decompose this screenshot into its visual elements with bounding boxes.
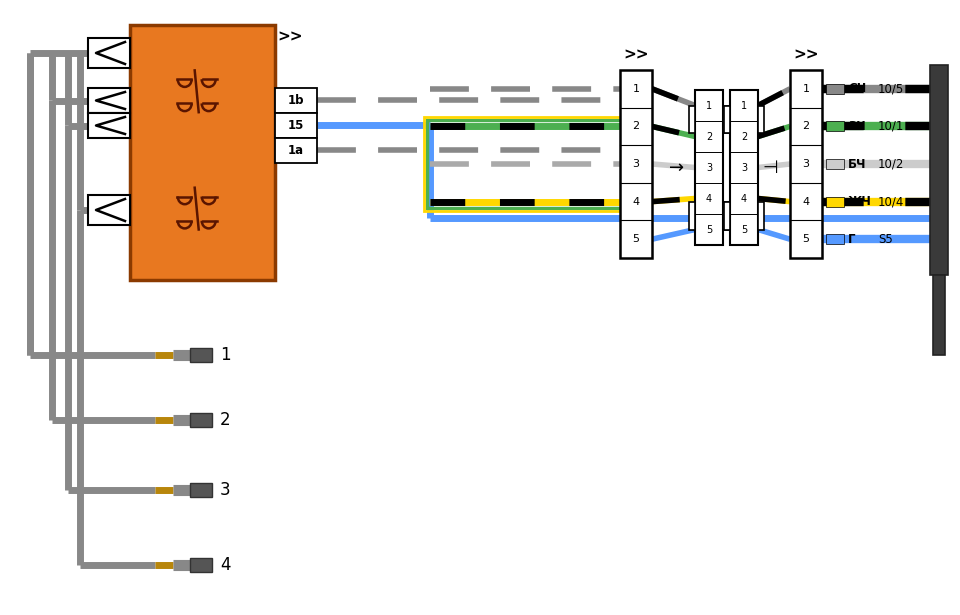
- Bar: [826, 84, 844, 94]
- Text: 4: 4: [741, 194, 747, 204]
- Bar: [730, 90, 758, 245]
- Text: 4: 4: [220, 556, 230, 574]
- Text: 1a: 1a: [288, 144, 304, 157]
- Text: 1: 1: [803, 84, 809, 94]
- Text: ЗЧ: ЗЧ: [848, 120, 866, 133]
- Bar: [88, 113, 130, 138]
- Text: 5: 5: [633, 234, 639, 244]
- Text: 2: 2: [220, 411, 230, 429]
- Bar: [88, 195, 130, 225]
- Text: >>: >>: [277, 30, 302, 44]
- Bar: [88, 88, 130, 113]
- Bar: [130, 25, 275, 280]
- Text: >>: >>: [623, 47, 649, 63]
- Text: 1: 1: [706, 100, 712, 111]
- Text: 10/1: 10/1: [878, 120, 904, 133]
- Text: 5: 5: [706, 224, 712, 234]
- Bar: [689, 202, 695, 229]
- Text: 2: 2: [633, 121, 639, 132]
- Text: 15: 15: [288, 119, 304, 132]
- Bar: [424, 117, 626, 210]
- Text: 4: 4: [803, 197, 809, 207]
- Text: 4: 4: [706, 194, 712, 204]
- Bar: [790, 70, 822, 258]
- Text: 10/4: 10/4: [878, 195, 904, 208]
- Text: 2: 2: [706, 132, 712, 141]
- Bar: [190, 348, 212, 362]
- Bar: [275, 113, 317, 138]
- Text: 1: 1: [741, 100, 747, 111]
- Bar: [758, 202, 764, 229]
- Text: 10/5: 10/5: [878, 82, 904, 95]
- Bar: [620, 70, 652, 258]
- Bar: [689, 106, 695, 133]
- Text: 3: 3: [741, 162, 747, 172]
- Bar: [190, 483, 212, 497]
- Bar: [190, 558, 212, 572]
- Text: ЖЧ: ЖЧ: [848, 195, 872, 208]
- Text: 3: 3: [633, 159, 639, 169]
- Text: 2: 2: [803, 121, 809, 132]
- Bar: [88, 38, 130, 68]
- Bar: [723, 202, 729, 229]
- Text: 10/2: 10/2: [878, 157, 904, 170]
- Bar: [695, 90, 723, 245]
- Text: 1: 1: [220, 346, 230, 364]
- Bar: [427, 121, 623, 208]
- Text: 4: 4: [633, 197, 639, 207]
- Bar: [275, 138, 317, 163]
- Text: СЧ: СЧ: [848, 82, 866, 95]
- Bar: [933, 275, 945, 355]
- Bar: [826, 234, 844, 244]
- Text: ⊣: ⊣: [762, 159, 778, 177]
- Bar: [723, 106, 729, 133]
- Bar: [190, 413, 212, 427]
- Text: S5: S5: [878, 232, 893, 246]
- Text: →: →: [669, 159, 684, 177]
- Bar: [826, 197, 844, 207]
- Text: 1b: 1b: [288, 94, 304, 107]
- Text: 5: 5: [741, 224, 747, 234]
- Text: >>: >>: [793, 47, 819, 63]
- Bar: [826, 121, 844, 132]
- Bar: [275, 88, 317, 113]
- Text: 1: 1: [633, 84, 639, 94]
- Text: 5: 5: [803, 234, 809, 244]
- Text: 3: 3: [803, 159, 809, 169]
- Text: 2: 2: [741, 132, 747, 141]
- Bar: [724, 202, 730, 229]
- Bar: [758, 106, 764, 133]
- Text: БЧ: БЧ: [848, 157, 867, 170]
- Bar: [724, 106, 730, 133]
- Text: 3: 3: [706, 162, 712, 172]
- Bar: [930, 65, 948, 275]
- Text: 3: 3: [220, 481, 230, 499]
- Bar: [826, 159, 844, 169]
- Text: Г: Г: [848, 232, 855, 246]
